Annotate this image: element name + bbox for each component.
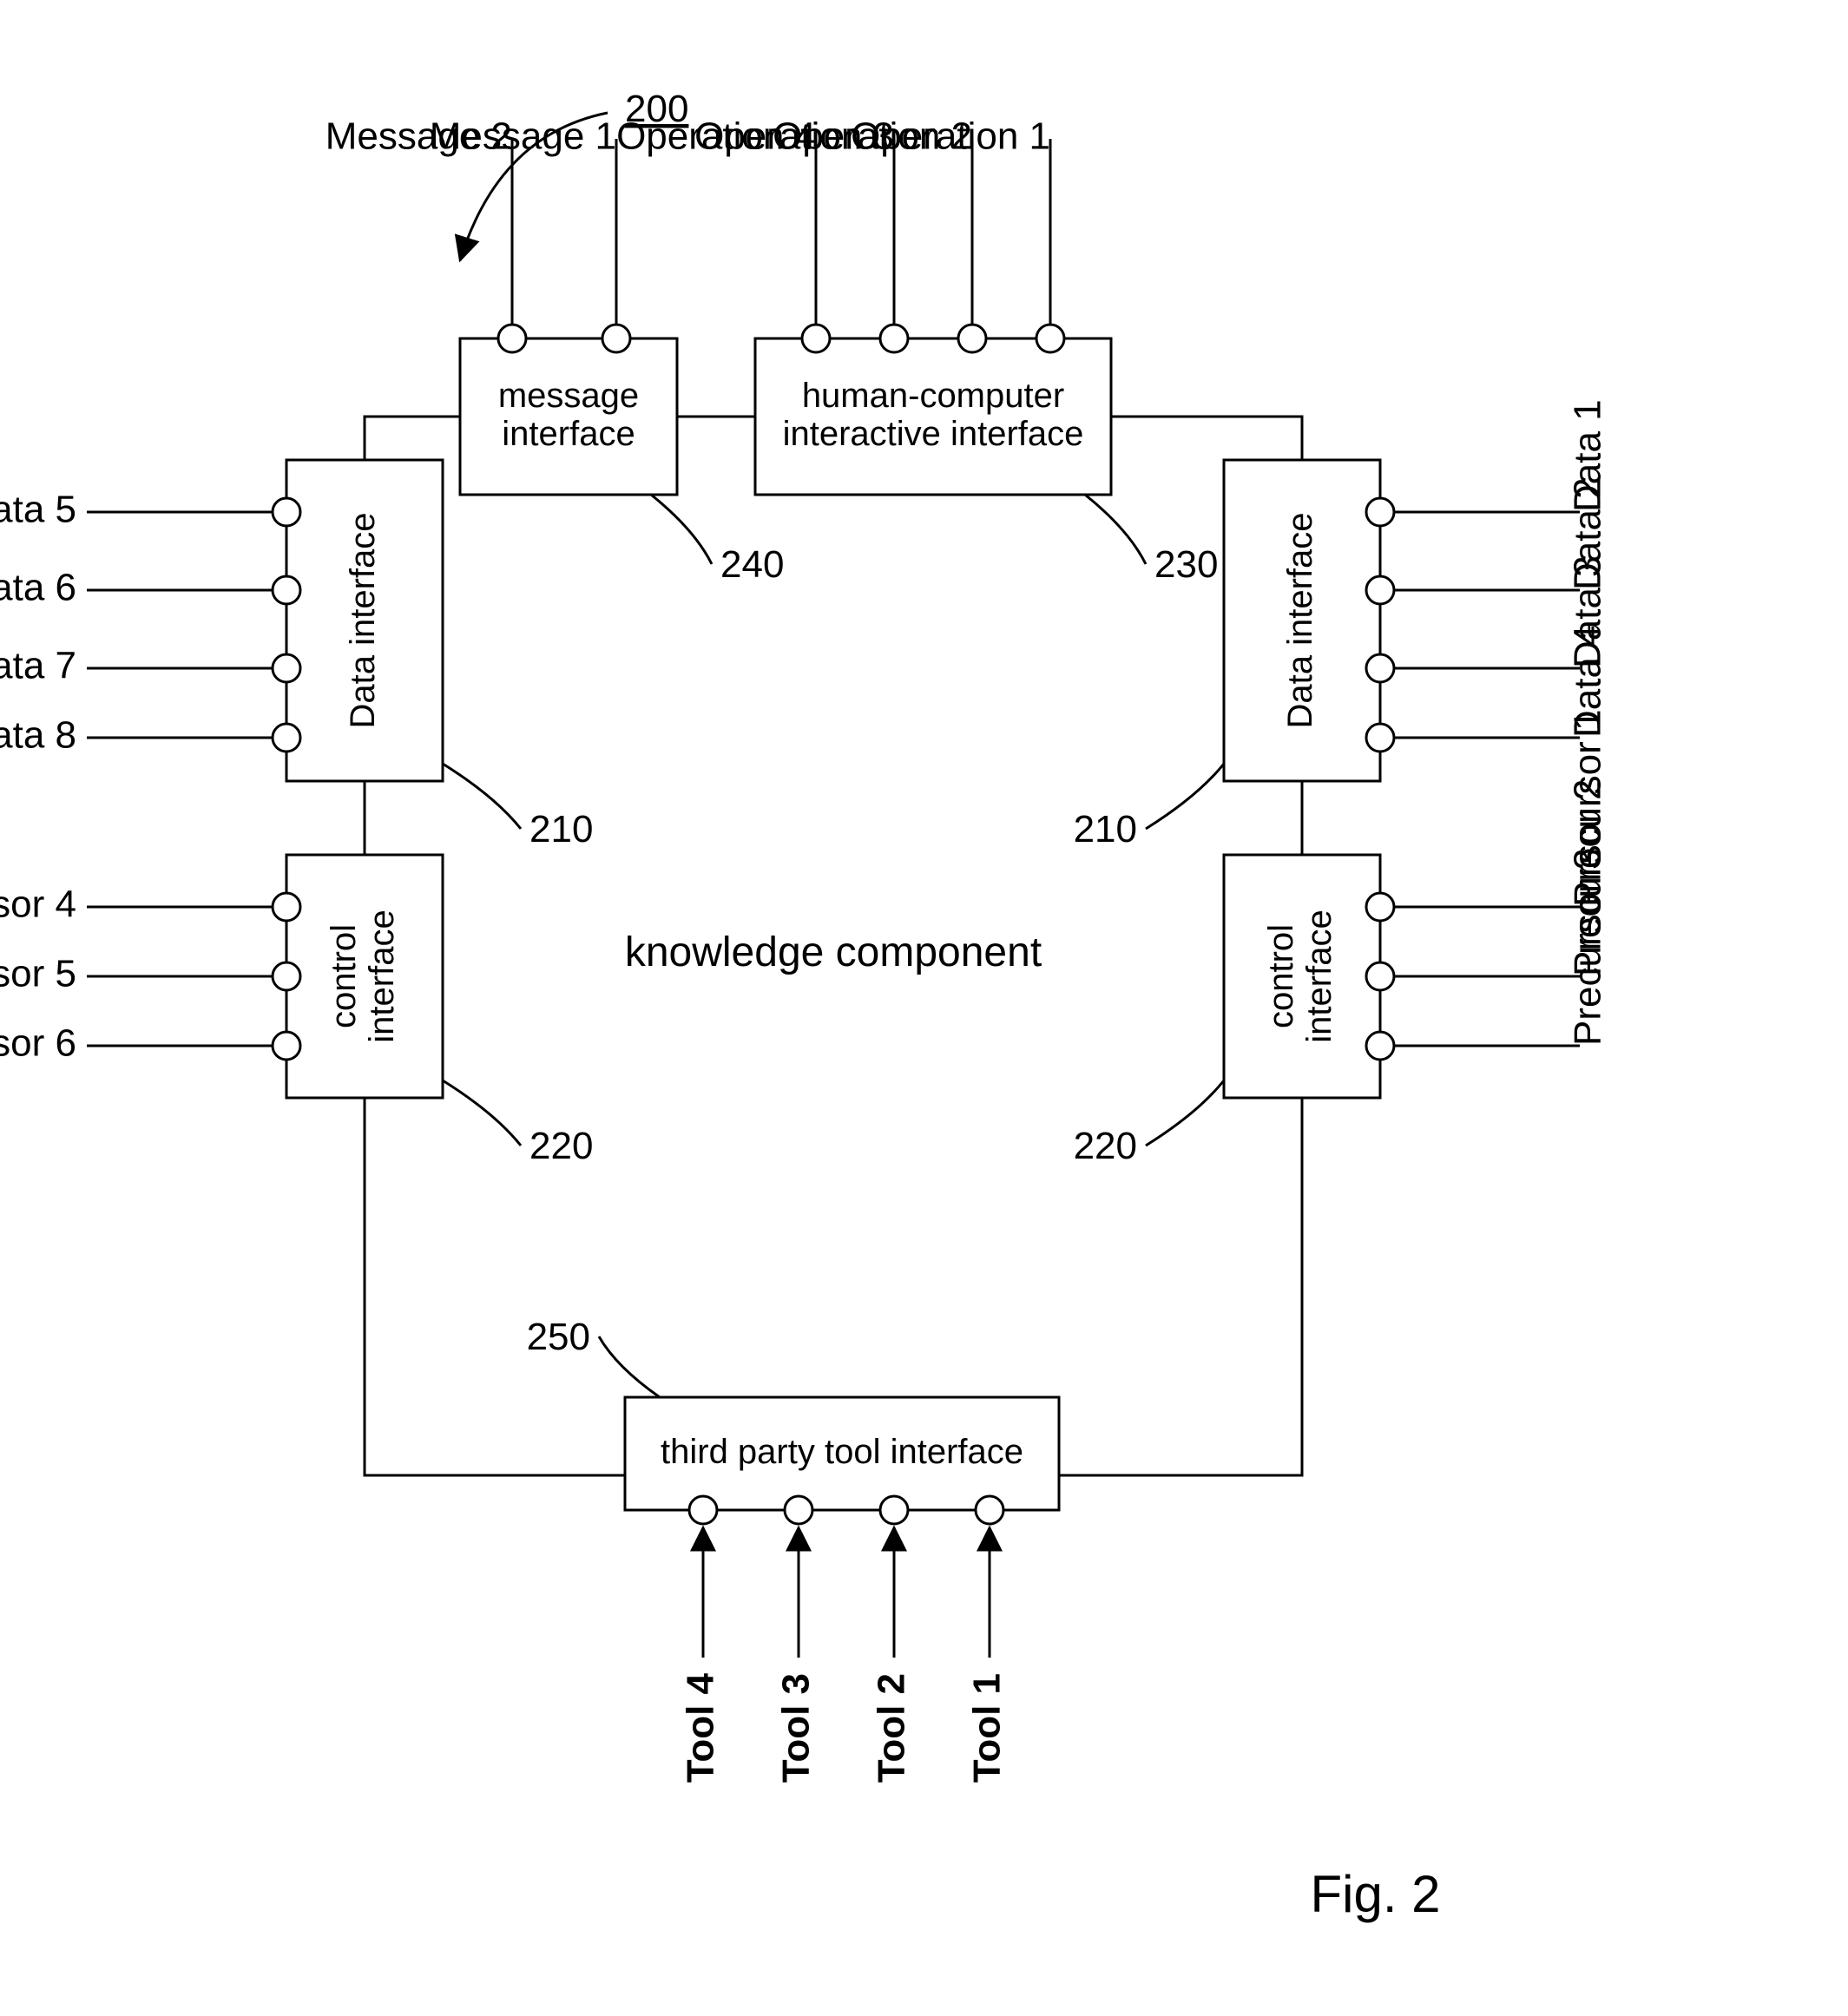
port-circle bbox=[602, 325, 630, 352]
port-circle bbox=[1036, 325, 1064, 352]
knowledge-component-diagram: 200knowledge componentFig. 2Data interfa… bbox=[0, 0, 1848, 2016]
port-circle bbox=[1366, 654, 1394, 682]
figure-caption: Fig. 2 bbox=[1310, 1865, 1440, 1923]
block-message_top: messageinterfaceMessage 2Message 1 bbox=[326, 115, 677, 495]
port-circle bbox=[976, 1496, 1003, 1524]
port-circle bbox=[785, 1496, 812, 1524]
block-label: controlinterface bbox=[1262, 909, 1338, 1042]
port-label: Data 8 bbox=[0, 714, 76, 757]
port-circle bbox=[273, 962, 300, 990]
port-circle bbox=[273, 893, 300, 921]
ref-leader bbox=[1085, 495, 1146, 564]
port-circle bbox=[880, 1496, 908, 1524]
port-label: Precursor 5 bbox=[0, 953, 76, 995]
port-circle bbox=[273, 1032, 300, 1060]
port-label: Data 7 bbox=[0, 645, 76, 687]
port-label: Data 5 bbox=[0, 489, 76, 531]
port-circle bbox=[1366, 724, 1394, 752]
port-label: Data 6 bbox=[0, 567, 76, 609]
ref-number: 250 bbox=[527, 1316, 590, 1358]
block-data_right: Data interfaceData 1Data 2Data 3Data 4 bbox=[1224, 399, 1609, 781]
block-label: messageinterface bbox=[498, 377, 639, 453]
port-label: Precursor 4 bbox=[0, 883, 76, 926]
port-label: Message 1 bbox=[430, 115, 616, 158]
ref-number: 220 bbox=[1074, 1125, 1137, 1167]
port-circle bbox=[802, 325, 830, 352]
port-circle bbox=[273, 498, 300, 526]
block-label: human-computerinteractive interface bbox=[783, 377, 1084, 453]
port-label: Tool 3 bbox=[775, 1673, 818, 1783]
ref-leader bbox=[443, 1080, 521, 1146]
ref-leader bbox=[599, 1336, 660, 1397]
port-circle bbox=[1366, 576, 1394, 604]
port-circle bbox=[689, 1496, 717, 1524]
block-hci_top: human-computerinteractive interface Opera… bbox=[616, 115, 1111, 495]
port-circle bbox=[1366, 893, 1394, 921]
port-label: Tool 4 bbox=[680, 1672, 722, 1783]
block-label: controlinterface bbox=[325, 909, 401, 1042]
port-label: Tool 2 bbox=[871, 1673, 913, 1783]
port-circle bbox=[498, 325, 526, 352]
block-label: third party tool interface bbox=[661, 1433, 1023, 1471]
port-label: Tool 1 bbox=[966, 1673, 1009, 1783]
ref-number: 230 bbox=[1154, 543, 1218, 586]
port-circle bbox=[1366, 498, 1394, 526]
ref-leader bbox=[1146, 1080, 1224, 1146]
block-third_party_bottom: third party tool interface Tool 4 Tool 3 To… bbox=[625, 1397, 1059, 1783]
ref-number: 220 bbox=[529, 1125, 593, 1167]
port-circle bbox=[273, 724, 300, 752]
port-label: Precursor 6 bbox=[0, 1022, 76, 1065]
port-circle bbox=[1366, 962, 1394, 990]
port-circle bbox=[273, 654, 300, 682]
block-label: Data interface bbox=[344, 512, 382, 728]
port-circle bbox=[958, 325, 986, 352]
block-control_left: controlinterface Precursor 4 Precursor 5 Pr… bbox=[0, 855, 443, 1098]
ref-number: 210 bbox=[529, 808, 593, 850]
port-circle bbox=[1366, 1032, 1394, 1060]
port-circle bbox=[880, 325, 908, 352]
ref-number: 210 bbox=[1074, 808, 1137, 850]
port-circle bbox=[273, 576, 300, 604]
ref-leader bbox=[443, 764, 521, 829]
ref-number: 240 bbox=[720, 543, 784, 586]
center-label: knowledge component bbox=[625, 929, 1042, 975]
ref-leader bbox=[651, 495, 712, 564]
ref-leader bbox=[1146, 764, 1224, 829]
port-label: Operation 1 bbox=[851, 115, 1050, 158]
port-label: Precursor 3 bbox=[1567, 849, 1609, 1046]
block-data_left: Data interface Data 5 Data 6 Data 7 Data 8 bbox=[0, 460, 443, 781]
block-label: Data interface bbox=[1281, 512, 1319, 728]
